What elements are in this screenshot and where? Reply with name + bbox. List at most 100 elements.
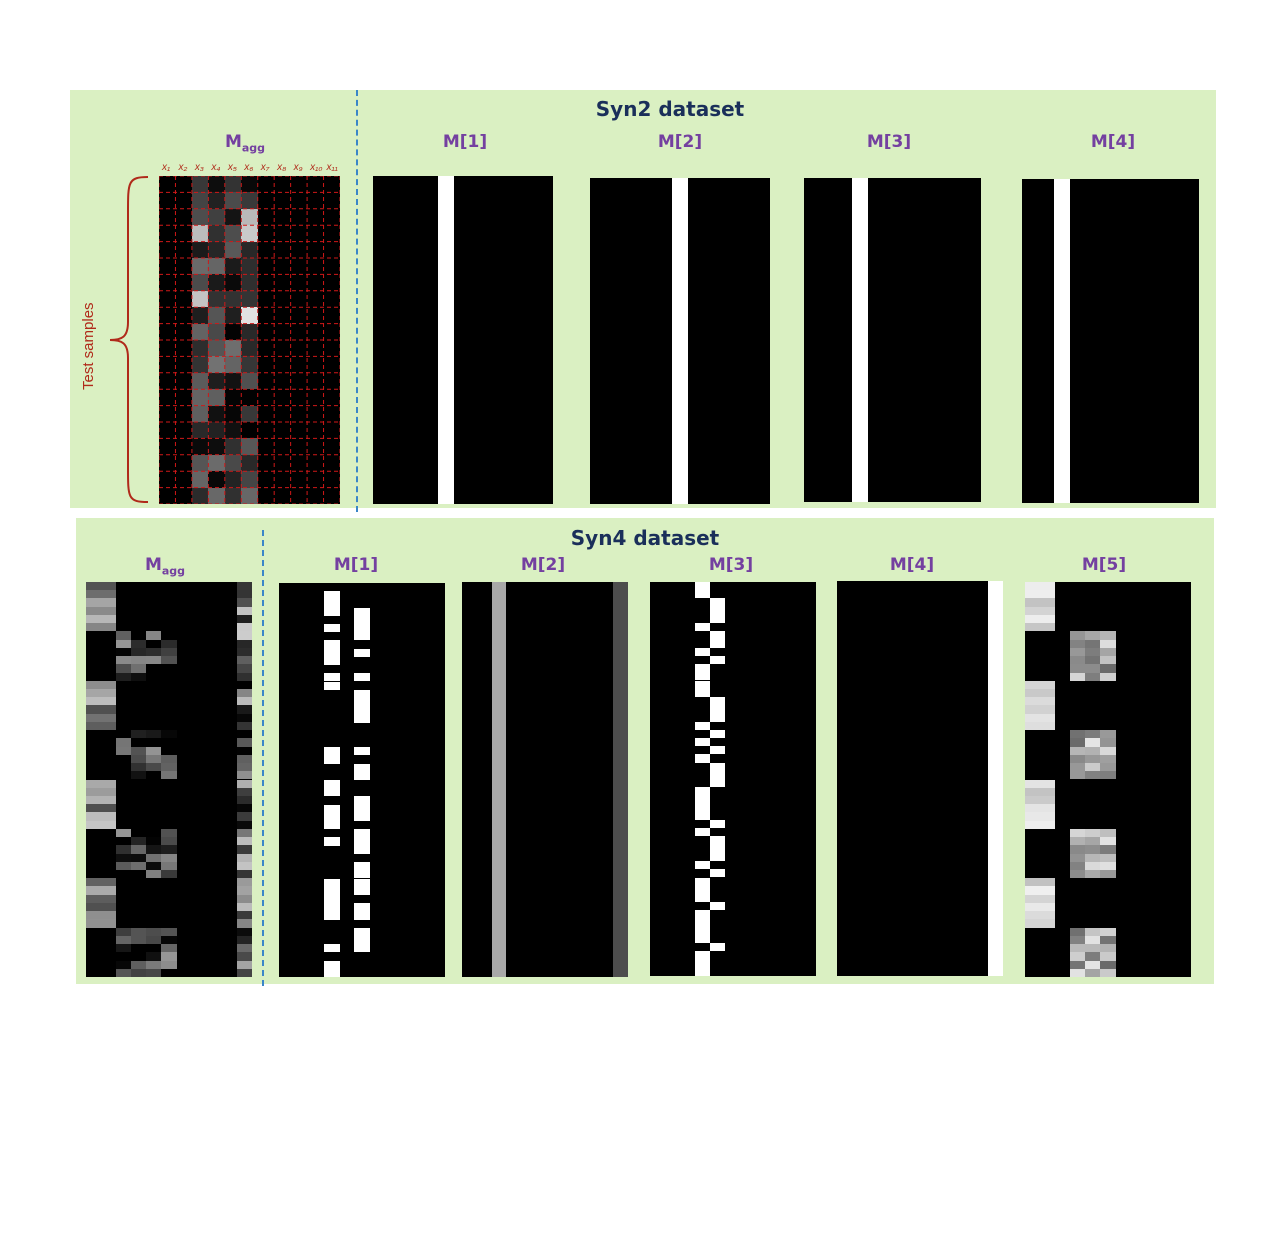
m5-cell [1085,763,1101,772]
magg-cell [86,680,117,689]
feature-label: x₁₁ [326,162,338,173]
magg-cell [236,656,252,665]
m5-cell [1070,828,1086,838]
magg-cell [86,919,117,928]
syn4-m4-label: M[4] [889,555,935,575]
syn2-m1-heatmap [373,176,553,504]
magg-cell [146,960,162,969]
m5-cell [1085,738,1101,747]
magg-cell [224,208,242,226]
m3-cell [710,614,725,624]
m1-cell [354,886,370,895]
m5-cell [1025,886,1056,895]
magg-cell [241,208,258,226]
magg-cell [146,861,162,870]
magg-cell [236,911,252,920]
m5-cell [1085,746,1101,755]
magg-cell [86,623,117,632]
m5-cell [1070,935,1086,945]
m1-cell [354,911,370,920]
magg-cell [236,779,252,788]
m5-cell [1100,672,1116,681]
magg-cell [224,225,242,242]
magg-cell [236,672,252,681]
syn2-m2-label: M[2] [657,132,703,152]
m3-cell [710,844,725,853]
test-samples-brace [109,176,149,503]
magg-cell [146,853,162,862]
magg-cell [241,290,258,308]
magg-cell [241,323,258,340]
magg-cell [208,422,225,439]
magg-cell [161,960,177,969]
m5-cell [1100,771,1116,780]
m5-cell [1070,656,1086,665]
m5-cell [1085,647,1101,657]
m5-cell [1085,968,1101,977]
m5-cell [1085,730,1101,739]
magg-cell [236,845,252,854]
magg-cell [86,598,117,607]
syn4-m3-label: M[3] [708,555,754,575]
magg-cell [86,902,117,912]
magg-cell [224,340,242,357]
syn2-m2-column [672,178,688,504]
m1-cell [324,812,340,822]
m5-cell [1100,968,1116,977]
m3-cell [695,951,710,960]
m3-cell [695,647,710,656]
magg-cell [241,438,258,455]
magg-cell [236,812,252,821]
m5-cell [1025,606,1056,615]
m1-cell [354,837,370,846]
m5-cell [1070,639,1086,648]
m5-cell [1070,968,1086,977]
magg-cell [236,795,252,805]
magg-cell [191,356,209,373]
syn4-m5-heatmap [1025,582,1191,977]
syn2-m4-heatmap [1022,179,1199,503]
magg-cell [208,471,225,488]
syn4-magg-heatmap [86,582,252,977]
m5-cell [1070,927,1086,936]
m3-cell [695,861,710,870]
m1-cell [324,640,340,649]
magg-cell [236,598,252,607]
magg-cell [236,804,252,813]
m5-cell [1085,631,1101,640]
m3-cell [710,770,725,779]
magg-cell [86,911,117,920]
magg-cell [131,664,147,673]
magg-cell [241,340,258,357]
m3-cell [710,729,725,738]
m1-cell [324,755,340,764]
syn4-m1-heatmap [279,583,445,977]
m3-cell [695,934,710,944]
syn4-m4-column [988,581,1003,976]
magg-cell [131,647,147,657]
m1-cell [324,911,340,920]
magg-cell [236,631,252,640]
magg-cell [224,454,242,472]
magg-cell [208,323,225,340]
feature-label: x₆ [244,162,254,173]
magg-cell [236,861,252,870]
magg-cell [236,902,252,912]
m5-cell [1100,746,1116,755]
magg-cell [241,405,258,422]
m3-cell [695,795,710,804]
m1-cell [354,648,370,657]
m5-cell [1070,870,1086,879]
magg-cell [236,870,252,879]
test-samples-label: Test samples [80,302,97,390]
magg-cell [236,820,252,829]
m1-cell [354,747,370,756]
magg-cell [241,176,258,193]
magg-cell [86,886,117,895]
magg-cell [161,861,177,870]
magg-cell [241,241,258,258]
m3-cell [710,639,725,648]
m5-cell [1070,853,1086,862]
m3-cell [695,967,710,976]
syn4-m5-label: M[5] [1081,555,1127,575]
